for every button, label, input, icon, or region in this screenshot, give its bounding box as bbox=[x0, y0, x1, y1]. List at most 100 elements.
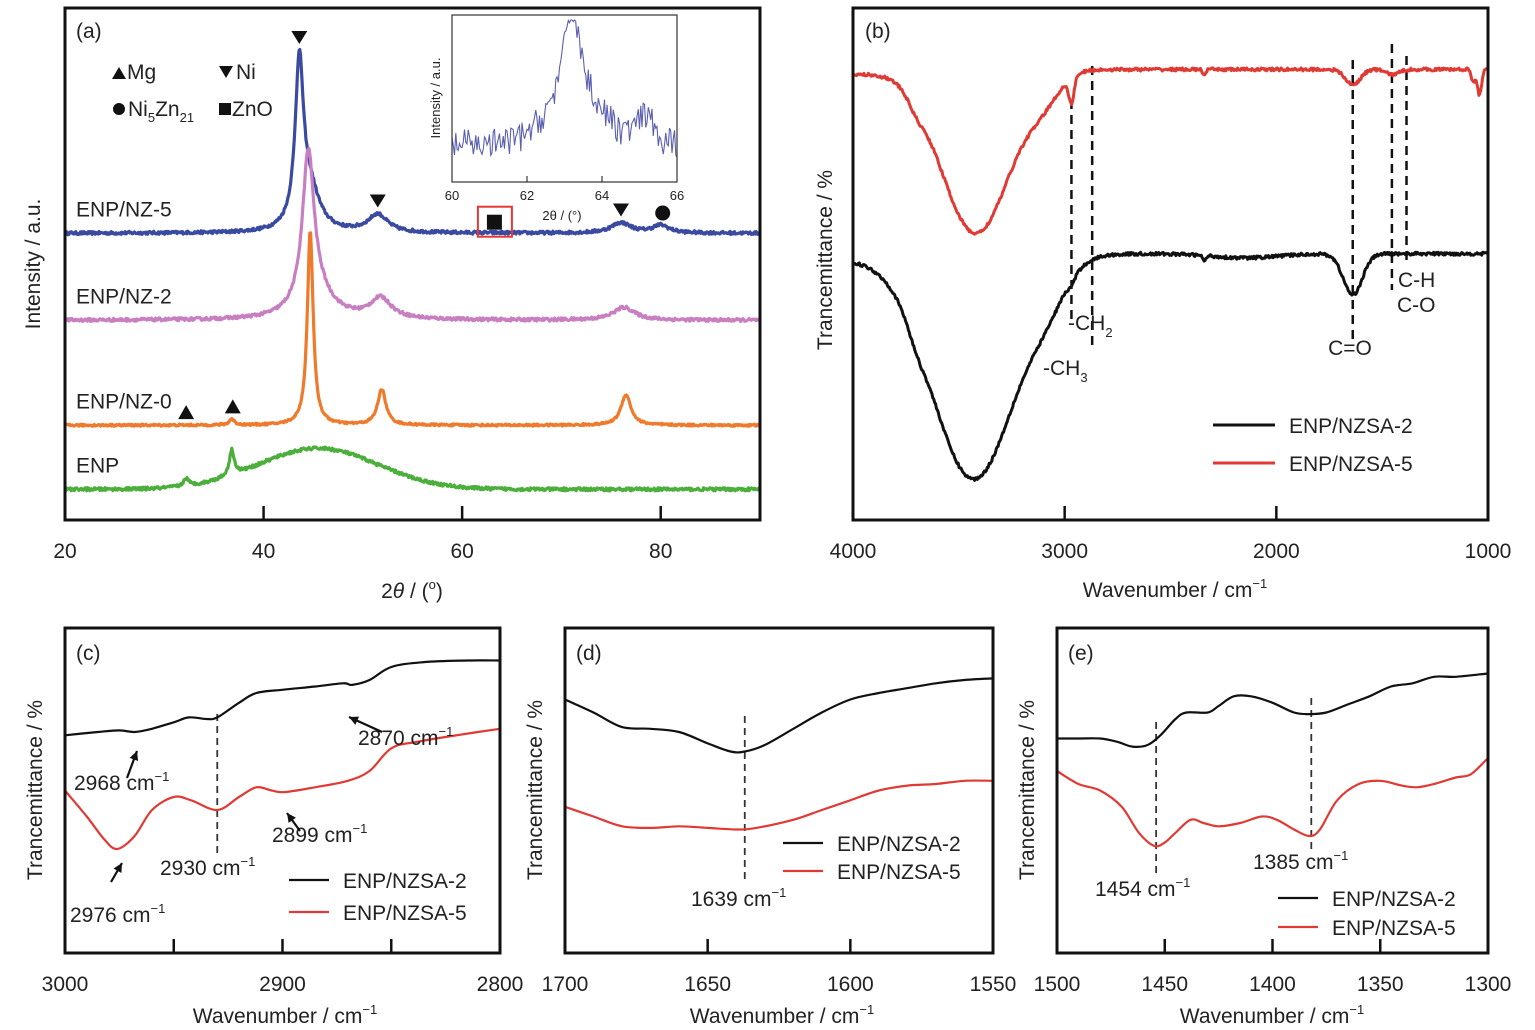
vline-label: C-H bbox=[1398, 269, 1435, 292]
arrowhead-icon bbox=[287, 813, 296, 823]
legend-mg: Mg bbox=[112, 61, 156, 84]
inset-ylabel: Intensity / a.u. bbox=[428, 58, 443, 139]
d-panel-label: (d) bbox=[576, 642, 602, 665]
x-tick-label: 80 bbox=[649, 540, 672, 563]
triangle-up-icon bbox=[112, 67, 126, 79]
d-ylabel: Trancemittance / % bbox=[524, 700, 547, 880]
x-tick-label: 20 bbox=[53, 540, 76, 563]
e-panel-label: (e) bbox=[1068, 642, 1094, 665]
e-annotations: 1454 cm−1 1385 cm−1 bbox=[1095, 848, 1348, 901]
peak-annotation: 1385 cm−1 bbox=[1253, 848, 1348, 874]
e-xlabel: Wavenumber / cm−1 bbox=[1180, 1002, 1364, 1028]
x-tick-label: 60 bbox=[445, 188, 459, 203]
b-frame bbox=[851, 6, 1490, 522]
vline-label: C-O bbox=[1397, 294, 1436, 317]
legend-label: ENP/NZSA-2 bbox=[837, 833, 961, 856]
b-legend: ENP/NZSA-2 ENP/NZSA-5 bbox=[1213, 415, 1413, 476]
x-tick-label: 40 bbox=[252, 540, 275, 563]
circle-icon bbox=[655, 205, 671, 221]
d-xlabel: Wavenumber / cm−1 bbox=[690, 1002, 874, 1028]
x-tick-label: 1000 bbox=[1465, 540, 1512, 563]
d-curves bbox=[564, 677, 994, 831]
series-enp bbox=[63, 445, 761, 493]
b-curves bbox=[852, 66, 1490, 482]
legend-label: ENP/NZSA-5 bbox=[1289, 453, 1413, 476]
series-enp-nzsa-5 bbox=[852, 66, 1489, 236]
inset-curve bbox=[451, 18, 678, 158]
inset-frame bbox=[451, 14, 678, 183]
b-ylabel: Trancemittance / % bbox=[814, 170, 837, 350]
x-tick-label: 62 bbox=[520, 188, 534, 203]
triangle-down-icon bbox=[369, 194, 386, 208]
a-ylabel: Intensity / a.u. bbox=[22, 199, 45, 330]
inset-series bbox=[451, 18, 678, 158]
d-legend: ENP/NZSA-2 ENP/NZSA-5 bbox=[783, 833, 961, 884]
triangle-down-icon bbox=[291, 30, 308, 44]
peak-annotation: 1454 cm−1 bbox=[1095, 875, 1190, 901]
x-tick-label: 1550 bbox=[970, 973, 1017, 996]
peak-annotation: 1639 cm−1 bbox=[691, 885, 786, 911]
series-label: ENP/NZ-5 bbox=[76, 198, 172, 221]
series-enp-nzsa-2 bbox=[1056, 672, 1489, 748]
a-xlabel: 2θ / (o) bbox=[381, 577, 443, 603]
series-label: ENP bbox=[76, 454, 119, 477]
c-legend: ENP/NZSA-2 ENP/NZSA-5 bbox=[289, 870, 467, 925]
series-enp-nzsa-5 bbox=[564, 779, 994, 831]
a-inset: 60 62 64 66 Intensity / a.u. 2θ / (°) bbox=[428, 14, 684, 223]
triangle-down-icon bbox=[219, 66, 233, 78]
inset-xticks: 60 62 64 66 bbox=[445, 176, 684, 203]
series-enp-nz-5 bbox=[63, 47, 761, 237]
b-vline-labels: -CH3 -CH2 C=O C-OC-H bbox=[1043, 269, 1436, 385]
legend-entry: ENP/NZSA-2 bbox=[1278, 888, 1456, 911]
legend-entry: ENP/NZSA-2 bbox=[289, 870, 467, 893]
legend-zno-label: ZnO bbox=[232, 98, 273, 121]
series-enp-nzsa-5 bbox=[64, 727, 501, 851]
legend-entry: ENP/NZSA-2 bbox=[1213, 415, 1413, 438]
x-tick-label: 1650 bbox=[684, 973, 731, 996]
arrowhead-icon bbox=[349, 716, 360, 725]
legend-label: ENP/NZSA-5 bbox=[837, 861, 961, 884]
zno-highlight-box bbox=[476, 205, 513, 238]
a-panel-label: (a) bbox=[76, 20, 102, 43]
c-ylabel: Trancemittance / % bbox=[24, 700, 47, 880]
peak-annotation: 2968 cm−1 bbox=[74, 769, 169, 795]
legend-entry: ENP/NZSA-5 bbox=[1213, 453, 1413, 476]
x-tick-label: 3000 bbox=[1041, 540, 1088, 563]
legend-mg-label: Mg bbox=[127, 61, 156, 84]
panel-e-ftir-zoom: 1500 1450 1400 1350 1300 (e) Trancemittance … bbox=[1016, 626, 1512, 1028]
square-icon bbox=[219, 103, 231, 115]
legend-entry: ENP/NZSA-5 bbox=[289, 902, 467, 925]
e-curves bbox=[1056, 672, 1489, 848]
d-xticks: 1700 1650 1600 1550 bbox=[542, 939, 1017, 996]
x-tick-label: 4000 bbox=[830, 540, 877, 563]
legend-label: ENP/NZSA-2 bbox=[1289, 415, 1413, 438]
c-curves bbox=[64, 659, 501, 851]
panel-a-xrd: 20 40 60 80 (a) Intensity / a.u. 2θ / (o) M… bbox=[22, 6, 762, 603]
legend-label: ENP/NZSA-5 bbox=[1332, 917, 1456, 940]
square-icon bbox=[486, 214, 502, 230]
d-annotations: 1639 cm−1 bbox=[691, 885, 786, 911]
legend-ni: Ni bbox=[219, 61, 256, 84]
legend-ni5zn21: Ni5Zn21 bbox=[113, 98, 194, 125]
a-peak-markers bbox=[178, 30, 671, 420]
peak-annotation: 2870 cm−1 bbox=[358, 724, 453, 750]
vline-label: -CH2 bbox=[1068, 312, 1113, 340]
legend-entry: ENP/NZSA-2 bbox=[783, 833, 961, 856]
panel-b-ftir: 4000 3000 2000 1000 (b) Trancemittance / % … bbox=[814, 6, 1512, 602]
legend-label: ENP/NZSA-2 bbox=[343, 870, 467, 893]
x-tick-label: 1600 bbox=[827, 973, 874, 996]
c-xticks: 3000 2900 2800 bbox=[42, 939, 523, 996]
triangle-down-icon bbox=[613, 203, 629, 217]
series-label: ENP/NZ-0 bbox=[76, 390, 172, 413]
x-tick-label: 1300 bbox=[1465, 973, 1512, 996]
c-xlabel: Wavenumber / cm−1 bbox=[193, 1002, 377, 1028]
e-vlines bbox=[1155, 698, 1313, 876]
x-tick-label: 1700 bbox=[542, 973, 589, 996]
arrowhead-icon bbox=[129, 751, 139, 762]
e-ylabel: Trancemittance / % bbox=[1016, 700, 1039, 880]
series-label: ENP/NZ-2 bbox=[76, 285, 172, 308]
panel-d-ftir-zoom: 1700 1650 1600 1550 (d) Trancemittance / % … bbox=[524, 626, 1017, 1028]
inset-xlabel: 2θ / (°) bbox=[542, 208, 581, 223]
vline-label: C=O bbox=[1328, 337, 1372, 360]
